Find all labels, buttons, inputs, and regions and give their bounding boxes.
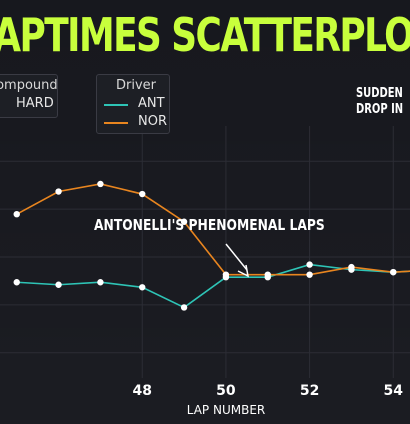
x-tick-label-48: 48 — [133, 383, 152, 399]
legend-swatch-ant — [104, 104, 128, 106]
point-nor-49 — [180, 218, 188, 225]
legend-label-nor: NOR — [138, 114, 167, 129]
point-ant-48 — [139, 284, 146, 291]
point-nor-51 — [264, 271, 271, 278]
point-ant-45 — [13, 279, 20, 286]
annotation-right-line1: SUDDEN — [356, 86, 403, 101]
x-tick-label-50: 50 — [216, 383, 236, 399]
annotation-right: SUDDEN DROP IN — [356, 86, 403, 118]
compound-legend-entry: HARD — [16, 96, 54, 111]
point-nor-53 — [348, 263, 355, 271]
x-axis-label: LAP NUMBER — [187, 403, 266, 417]
x-tick-label-52: 52 — [300, 383, 319, 399]
compound-legend: Compound HARD — [0, 74, 58, 118]
annotation-arrow-head — [237, 264, 250, 278]
point-nor-45 — [13, 211, 20, 218]
point-nor-54 — [390, 268, 397, 276]
point-ant-49 — [180, 304, 188, 311]
annotation-middle: ANTONELLI'S PHENOMENAL LAPS — [94, 216, 325, 234]
driver-legend-title: Driver — [116, 78, 157, 93]
chart-title: LAPTIMES SCATTERPLOT • R — [0, 8, 410, 62]
driver-legend: Driver ANT NOR — [96, 74, 170, 134]
point-nor-46 — [55, 188, 62, 195]
point-nor-48 — [139, 190, 146, 198]
point-ant-52 — [306, 261, 313, 268]
point-nor-47 — [97, 180, 104, 188]
point-nor-50 — [222, 271, 230, 278]
legend-swatch-nor — [104, 122, 128, 124]
point-nor-52 — [306, 271, 313, 278]
compound-legend-title: Compound — [0, 78, 58, 93]
x-tick-label-54: 54 — [384, 383, 404, 399]
point-ant-46 — [55, 281, 62, 288]
point-ant-47 — [97, 279, 104, 286]
annotation-arrow-shaft — [225, 243, 248, 271]
annotation-right-line2: DROP IN — [356, 102, 404, 117]
legend-label-ant: ANT — [138, 96, 165, 111]
title-main: LAPTIMES SCATTERPLOT — [0, 8, 410, 62]
